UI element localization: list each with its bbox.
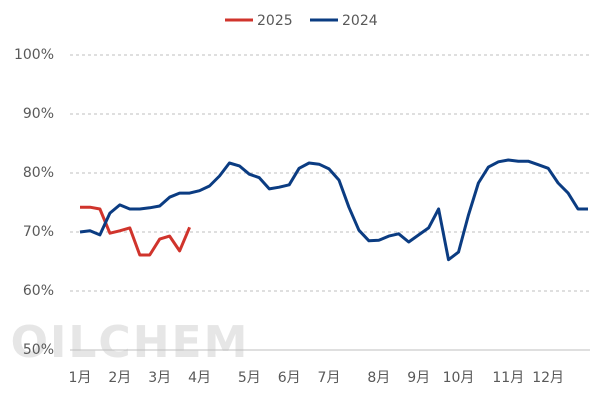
x-tick-label: 10月 xyxy=(443,370,475,386)
x-tick-label: 3月 xyxy=(148,370,171,386)
x-tick-label: 11月 xyxy=(492,370,524,386)
legend-label: 2024 xyxy=(342,13,378,29)
y-tick-label: 100% xyxy=(14,47,54,63)
watermark: OILCHEM xyxy=(11,317,250,368)
x-tick-label: 1月 xyxy=(69,370,92,386)
y-tick-label: 60% xyxy=(23,283,54,299)
y-tick-label: 90% xyxy=(23,106,54,122)
y-tick-label: 80% xyxy=(23,165,54,181)
series-line xyxy=(79,158,588,262)
x-tick-label: 9月 xyxy=(407,370,430,386)
x-tick-label: 5月 xyxy=(238,370,261,386)
series-line xyxy=(80,205,191,257)
legend-label: 2025 xyxy=(257,13,293,29)
x-tick-label: 6月 xyxy=(278,370,301,386)
x-tick-label: 12月 xyxy=(532,370,564,386)
x-tick-label: 7月 xyxy=(318,370,341,386)
x-tick-label: 8月 xyxy=(367,370,390,386)
y-tick-label: 50% xyxy=(23,342,54,358)
x-tick-label: 4月 xyxy=(188,370,211,386)
x-tick-label: 2月 xyxy=(108,370,131,386)
y-tick-label: 70% xyxy=(23,224,54,240)
